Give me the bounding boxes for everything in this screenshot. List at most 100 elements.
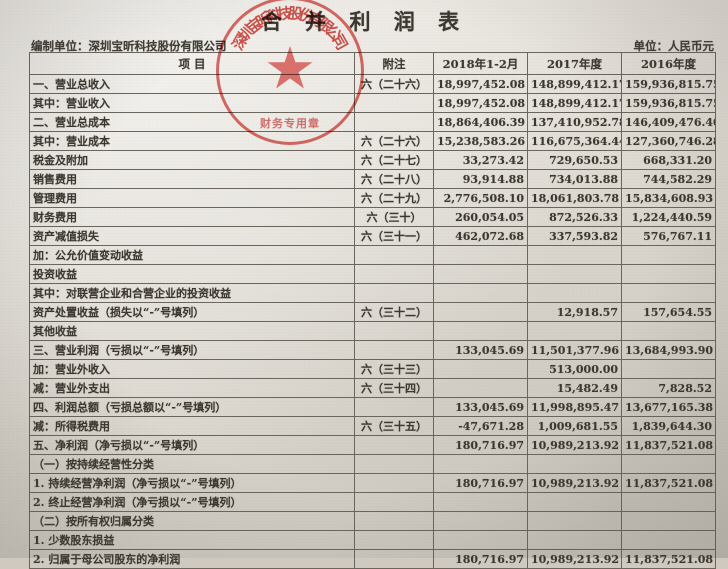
row-note-ref: 六（三十四） bbox=[354, 378, 434, 398]
row-item-label: 减：所得税费用 bbox=[29, 416, 355, 436]
row-note-ref bbox=[354, 93, 434, 113]
row-value-2017 bbox=[527, 454, 622, 474]
row-value-2017 bbox=[527, 245, 622, 265]
row-value-2018: 462,072.68 bbox=[433, 226, 528, 246]
row-item-label: 其中：营业收入 bbox=[29, 93, 355, 113]
col-header-2017: 2017年度 bbox=[527, 52, 622, 75]
row-note-ref bbox=[354, 492, 434, 512]
row-value-2017: 18,061,803.78 bbox=[527, 188, 622, 208]
row-value-2017: 872,526.33 bbox=[527, 207, 622, 227]
row-value-2018: 18,997,452.08 bbox=[433, 74, 528, 94]
row-note-ref: 六（三十一） bbox=[354, 226, 434, 246]
table-row: 税金及附加 六（二十七） 33,273.42 729,650.53 668,331.20 bbox=[29, 150, 716, 170]
table-row: 2. 终止经营净利润（净亏损以“-”号填列） bbox=[29, 492, 716, 512]
table-header-row: 项 目 附注 2018年1-2月 2017年度 2016年度 bbox=[29, 52, 716, 75]
page-title: 合 并 利 润 表 bbox=[260, 9, 468, 34]
row-item-label: 加：公允价值变动收益 bbox=[29, 245, 355, 265]
table-row: 三、营业利润（亏损以“-”号填列） 133,045.69 11,501,377.96… bbox=[29, 340, 716, 360]
table-row: 四、利润总额（亏损总额以“-”号填列） 133,045.69 11,998,895.… bbox=[29, 397, 716, 417]
table-row: 投资收益 bbox=[29, 264, 716, 284]
table-row: 财务费用 六（三十） 260,054.05 872,526.33 1,224,440.5… bbox=[29, 207, 716, 227]
row-value-2018: 18,864,406.39 bbox=[433, 112, 528, 132]
row-value-2016 bbox=[621, 245, 716, 265]
row-note-ref: 六（二十六） bbox=[354, 74, 434, 94]
row-value-2016: 7,828.52 bbox=[621, 378, 716, 398]
row-value-2017: 11,501,377.96 bbox=[527, 340, 622, 360]
row-value-2016: 15,834,608.93 bbox=[621, 188, 716, 208]
row-value-2017 bbox=[527, 492, 622, 512]
row-item-label: 五、净利润（净亏损以“-”号填列） bbox=[29, 435, 355, 455]
row-value-2018: 260,054.05 bbox=[433, 207, 528, 227]
table-row: 加：营业外收入 六（三十三） 513,000.00 bbox=[29, 359, 716, 379]
row-note-ref bbox=[354, 530, 434, 550]
row-note-ref bbox=[354, 454, 434, 474]
row-note-ref: 六（三十三） bbox=[354, 359, 434, 379]
row-value-2017: 513,000.00 bbox=[527, 359, 622, 379]
col-header-2018: 2018年1-2月 bbox=[433, 52, 528, 75]
table-row: 资产处置收益（损失以“-”号填列） 六（三十二） 12,918.57 157,654.… bbox=[29, 302, 716, 322]
row-item-label: 减：营业外支出 bbox=[29, 378, 355, 398]
row-item-label: 1. 持续经营净利润（净亏损以“-”号填列） bbox=[29, 473, 355, 493]
row-note-ref: 六（三十） bbox=[354, 207, 434, 227]
table-row: 2. 归属于母公司股东的净利润 180,716.97 10,989,213.92 11… bbox=[29, 549, 716, 569]
row-value-2017: 10,989,213.92 bbox=[527, 473, 622, 493]
table-row: 其中：营业收入 18,997,452.08 148,899,412.17 159,93… bbox=[29, 93, 716, 113]
table-row: （一）按持续经营性分类 bbox=[29, 454, 716, 474]
row-value-2018 bbox=[433, 321, 528, 341]
table-row: （二）按所有权归属分类 bbox=[29, 511, 716, 531]
row-value-2016 bbox=[621, 454, 716, 474]
row-value-2016 bbox=[621, 511, 716, 531]
row-item-label: 销售费用 bbox=[29, 169, 355, 189]
row-value-2018 bbox=[433, 283, 528, 303]
row-value-2018: 93,914.88 bbox=[433, 169, 528, 189]
row-value-2016: 1,839,644.30 bbox=[621, 416, 716, 436]
row-item-label: 税金及附加 bbox=[29, 150, 355, 170]
row-value-2017 bbox=[527, 264, 622, 284]
row-value-2016: 127,360,746.28 bbox=[621, 131, 716, 151]
row-value-2018 bbox=[433, 302, 528, 322]
row-value-2018 bbox=[433, 359, 528, 379]
row-value-2017: 12,918.57 bbox=[527, 302, 622, 322]
col-header-2016: 2016年度 bbox=[621, 52, 716, 75]
row-value-2016: 11,837,521.08 bbox=[621, 549, 716, 569]
row-note-ref bbox=[354, 283, 434, 303]
row-item-label: 1. 少数股东损益 bbox=[29, 530, 355, 550]
row-item-label: 资产减值损失 bbox=[29, 226, 355, 246]
row-value-2017: 11,998,895.47 bbox=[527, 397, 622, 417]
row-value-2017: 734,013.88 bbox=[527, 169, 622, 189]
row-item-label: 管理费用 bbox=[29, 188, 355, 208]
row-value-2018: 180,716.97 bbox=[433, 435, 528, 455]
row-value-2017: 1,009,681.55 bbox=[527, 416, 622, 436]
row-note-ref bbox=[354, 473, 434, 493]
row-item-label: 一、营业总收入 bbox=[29, 74, 355, 94]
row-item-label: 2. 归属于母公司股东的净利润 bbox=[29, 549, 355, 569]
row-value-2017: 148,899,412.17 bbox=[527, 93, 622, 113]
row-note-ref bbox=[354, 112, 434, 132]
row-note-ref: 六（二十九） bbox=[354, 188, 434, 208]
row-value-2016 bbox=[621, 492, 716, 512]
row-value-2018 bbox=[433, 511, 528, 531]
row-value-2018: 133,045.69 bbox=[433, 340, 528, 360]
row-value-2016: 668,331.20 bbox=[621, 150, 716, 170]
table-row: 加：公允价值变动收益 bbox=[29, 245, 716, 265]
row-value-2017 bbox=[527, 530, 622, 550]
row-value-2017 bbox=[527, 321, 622, 341]
row-item-label: 财务费用 bbox=[29, 207, 355, 227]
col-header-note: 附注 bbox=[354, 52, 434, 75]
row-note-ref: 六（二十七） bbox=[354, 150, 434, 170]
row-note-ref: 六（二十八） bbox=[354, 169, 434, 189]
table-row: 其中：对联营企业和合营企业的投资收益 bbox=[29, 283, 716, 303]
row-note-ref bbox=[354, 321, 434, 341]
row-value-2016: 11,837,521.08 bbox=[621, 435, 716, 455]
row-note-ref bbox=[354, 245, 434, 265]
row-value-2017: 116,675,364.44 bbox=[527, 131, 622, 151]
row-value-2016: 159,936,815.75 bbox=[621, 74, 716, 94]
row-value-2018: 180,716.97 bbox=[433, 473, 528, 493]
row-value-2016: 1,224,440.59 bbox=[621, 207, 716, 227]
row-value-2016: 744,582.29 bbox=[621, 169, 716, 189]
row-note-ref: 六（三十五） bbox=[354, 416, 434, 436]
row-item-label: 其中：营业成本 bbox=[29, 131, 355, 151]
table-row: 其他收益 bbox=[29, 321, 716, 341]
table-row: 销售费用 六（二十八） 93,914.88 734,013.88 744,582.29 bbox=[29, 169, 716, 189]
row-value-2018: -47,671.28 bbox=[433, 416, 528, 436]
